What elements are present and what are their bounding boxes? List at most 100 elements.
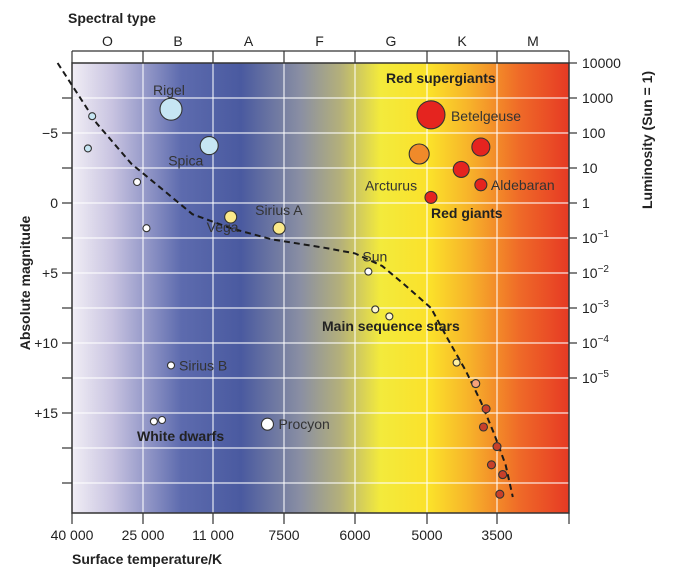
star-point (159, 97, 183, 121)
star (157, 415, 167, 425)
star: Betelgeuse (416, 100, 521, 130)
star-label: Arcturus (365, 177, 417, 193)
temperature-tick-label: 40 000 (51, 527, 94, 543)
star: Spica (168, 136, 219, 169)
star-point (478, 422, 489, 432)
star-point (486, 460, 497, 470)
star-point (83, 144, 92, 153)
star: Arcturus (365, 177, 438, 204)
star-point (272, 221, 286, 235)
star: Sirius B (166, 357, 227, 373)
star-point (385, 312, 394, 321)
star-label: Rigel (153, 82, 185, 98)
star: Aldebaran (474, 177, 555, 193)
luminosity-tick-label: 10−4 (582, 334, 609, 351)
star-point (371, 305, 380, 314)
temperature-axis: 40 000 25 000 11 000 7500 6000 5000 3500 (51, 513, 570, 543)
star (83, 144, 92, 153)
star-point (495, 489, 505, 499)
grid (72, 63, 569, 513)
star-point (133, 177, 142, 187)
star-label: Sun (362, 249, 387, 265)
bottom-axis-title: Surface temperature/K (72, 551, 222, 567)
star-point (452, 160, 470, 178)
magnitude-tick-label: +15 (34, 405, 58, 421)
star-label: Procyon (278, 416, 329, 432)
star-point (149, 417, 158, 426)
temperature-tick-label: 11 000 (192, 527, 234, 543)
star (385, 312, 394, 321)
star (481, 404, 491, 414)
spectral-class-label: F (315, 33, 324, 49)
star-point (364, 267, 373, 276)
luminosity-tick-label: 100 (582, 125, 606, 141)
spectral-class-label: M (527, 33, 539, 49)
region-label-white-dwarfs: White dwarfs (137, 428, 224, 444)
star-point (474, 178, 488, 192)
luminosity-tick-label: 10−2 (582, 264, 609, 281)
magnitude-tick-label: −5 (42, 125, 58, 141)
star-point (471, 137, 491, 157)
spectral-class-label: G (386, 33, 397, 49)
plot-background (72, 63, 569, 513)
star: Rigel (153, 82, 185, 121)
star-label: Spica (168, 153, 203, 169)
plot-frame (71, 62, 570, 514)
star (408, 143, 430, 165)
star-point (471, 379, 481, 389)
temperature-tick-label: 5000 (411, 527, 442, 543)
star (471, 379, 481, 389)
star (486, 460, 497, 470)
luminosity-tick-label: 10−3 (582, 299, 609, 316)
star (492, 442, 502, 452)
star (452, 358, 461, 367)
star-label: Aldebaran (491, 177, 555, 193)
temperature-tick-label: 7500 (268, 527, 299, 543)
star-point (166, 361, 176, 370)
temperature-tick-label: 25 000 (122, 527, 165, 543)
magnitude-tick-label: +5 (42, 265, 58, 281)
star (371, 305, 380, 314)
left-axis-title: Absolute magnitude (17, 216, 33, 351)
star-point (88, 112, 97, 121)
luminosity-tick-label: 10 (582, 160, 598, 176)
luminosity-tick-label: 10−1 (582, 229, 609, 246)
star-point (224, 210, 238, 224)
spectral-type-title: Spectral type (68, 10, 156, 26)
star-label: Betelgeuse (451, 108, 521, 124)
magnitude-tick-label: 0 (50, 195, 58, 211)
star-point (452, 358, 461, 367)
star (452, 160, 470, 178)
region-label-red-giants: Red giants (431, 205, 503, 221)
luminosity-tick-label: 1000 (582, 90, 613, 106)
right-axis-title: Luminosity (Sun = 1) (639, 71, 655, 209)
star-point (498, 470, 508, 480)
star-point (492, 442, 502, 452)
temperature-tick-label: 3500 (481, 527, 512, 543)
luminosity-tick-label: 10000 (582, 55, 621, 71)
absolute-magnitude-axis: −5 0 +5 +10 +15 (34, 97, 72, 484)
star (88, 112, 97, 121)
region-label-red-supergiants: Red supergiants (386, 70, 496, 86)
magnitude-tick-label: +10 (34, 335, 58, 351)
star-point (260, 417, 275, 431)
star: Sirius A (255, 202, 303, 235)
star-point (408, 143, 430, 165)
star: Sun (362, 249, 387, 276)
star-point (416, 100, 446, 130)
star (142, 224, 151, 233)
star (149, 417, 158, 426)
spectral-class-label: A (244, 33, 254, 49)
spectral-class-label: K (457, 33, 467, 49)
star (133, 177, 142, 187)
star-point (424, 190, 438, 204)
star-label: Vega (207, 219, 239, 235)
star-label: Sirius A (255, 202, 303, 218)
star-points: Rigel Spica Vega Sirius A Sun Betelgeuse Arctu… (83, 82, 555, 499)
star (498, 470, 508, 480)
temperature-tick-label: 6000 (339, 527, 370, 543)
luminosity-tick-label: 1 (582, 195, 590, 211)
star-point (199, 136, 219, 156)
luminosity-tick-label: 10−5 (582, 369, 609, 386)
